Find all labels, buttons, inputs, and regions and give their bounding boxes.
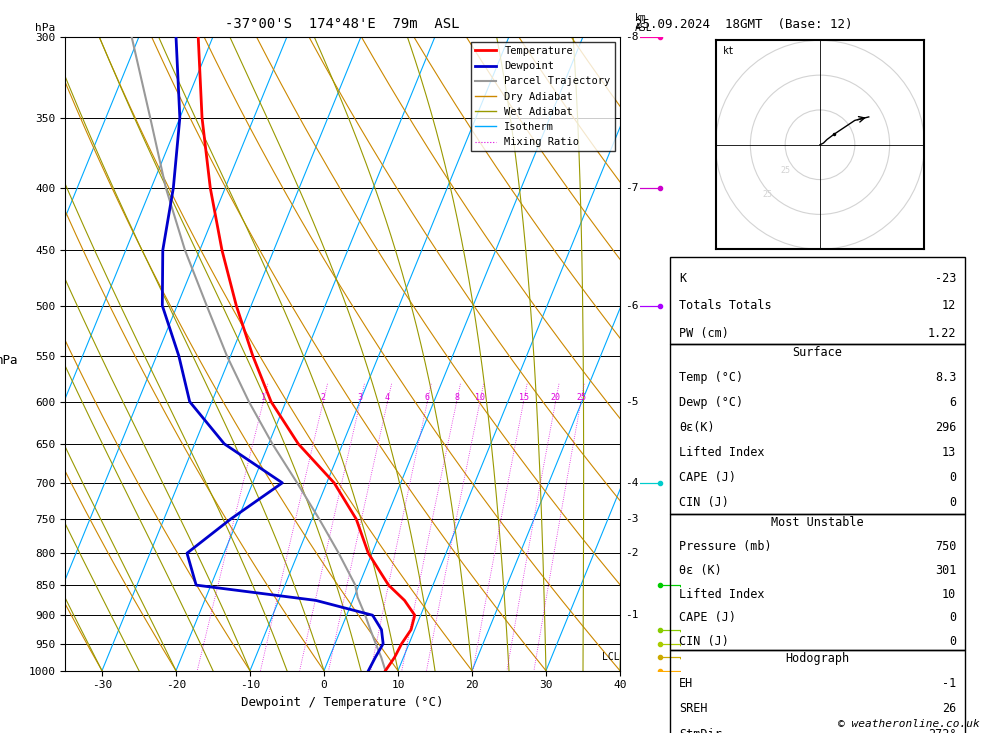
Text: km
ASL: km ASL [635, 13, 653, 33]
Text: -8: -8 [625, 32, 639, 42]
Bar [670, 514, 965, 650]
Legend: Temperature, Dewpoint, Parcel Trajectory, Dry Adiabat, Wet Adiabat, Isotherm, Mi: Temperature, Dewpoint, Parcel Trajectory… [471, 42, 615, 152]
Text: -1: -1 [625, 610, 639, 620]
Text: 25: 25 [576, 393, 586, 402]
Text: Pressure (mb): Pressure (mb) [679, 540, 771, 553]
Text: © weatheronline.co.uk: © weatheronline.co.uk [838, 719, 980, 729]
Text: 2: 2 [321, 393, 326, 402]
Bar [670, 650, 965, 733]
Text: θε (K): θε (K) [679, 564, 722, 577]
Text: -3: -3 [625, 514, 639, 524]
Text: 6: 6 [425, 393, 430, 402]
Text: Totals Totals: Totals Totals [679, 300, 771, 312]
Text: EH: EH [679, 677, 693, 690]
Text: -2: -2 [625, 548, 639, 559]
Text: hPa: hPa [35, 23, 55, 33]
Text: 25: 25 [763, 190, 773, 199]
Text: CIN (J): CIN (J) [679, 635, 729, 647]
Text: 6: 6 [949, 396, 956, 408]
Text: 1.22: 1.22 [928, 327, 956, 339]
X-axis label: Dewpoint / Temperature (°C): Dewpoint / Temperature (°C) [241, 696, 444, 709]
Text: CAPE (J): CAPE (J) [679, 611, 736, 624]
Text: 10: 10 [475, 393, 485, 402]
Text: 12: 12 [942, 300, 956, 312]
Text: 0: 0 [949, 471, 956, 484]
Text: 25: 25 [780, 166, 790, 174]
Text: 15: 15 [519, 393, 529, 402]
Text: 1: 1 [261, 393, 266, 402]
Text: -1: -1 [942, 677, 956, 690]
Text: -23: -23 [935, 272, 956, 285]
Text: θε(K): θε(K) [679, 421, 714, 433]
Y-axis label: hPa: hPa [0, 353, 19, 366]
Text: Most Unstable: Most Unstable [771, 516, 864, 529]
Text: Lifted Index: Lifted Index [679, 588, 764, 600]
Text: -6: -6 [625, 301, 639, 311]
Text: PW (cm): PW (cm) [679, 327, 729, 339]
Title: -37°00'S  174°48'E  79m  ASL: -37°00'S 174°48'E 79m ASL [225, 18, 460, 32]
Text: CIN (J): CIN (J) [679, 496, 729, 509]
Text: -5: -5 [625, 397, 639, 407]
Bar [670, 257, 965, 344]
Text: 0: 0 [949, 496, 956, 509]
Text: 26: 26 [942, 702, 956, 715]
Text: 296: 296 [935, 421, 956, 433]
Text: kt: kt [723, 46, 734, 56]
Text: 10: 10 [942, 588, 956, 600]
Text: 750: 750 [935, 540, 956, 553]
Text: Lifted Index: Lifted Index [679, 446, 764, 459]
Text: LCL: LCL [602, 652, 620, 663]
Text: SREH: SREH [679, 702, 707, 715]
Text: -4: -4 [625, 478, 639, 488]
Text: 0: 0 [949, 611, 956, 624]
Text: K: K [679, 272, 686, 285]
Text: Hodograph: Hodograph [785, 652, 850, 666]
Text: 4: 4 [385, 393, 390, 402]
Text: 272°: 272° [928, 728, 956, 733]
Text: 0: 0 [949, 635, 956, 647]
Text: 3: 3 [358, 393, 363, 402]
Text: -7: -7 [625, 183, 639, 194]
Text: 301: 301 [935, 564, 956, 577]
Text: 20: 20 [551, 393, 561, 402]
Text: Temp (°C): Temp (°C) [679, 371, 743, 383]
Text: 13: 13 [942, 446, 956, 459]
Text: Dewp (°C): Dewp (°C) [679, 396, 743, 408]
Text: 25.09.2024  18GMT  (Base: 12): 25.09.2024 18GMT (Base: 12) [635, 18, 852, 32]
Text: 8: 8 [454, 393, 459, 402]
Text: StmDir: StmDir [679, 728, 722, 733]
Text: CAPE (J): CAPE (J) [679, 471, 736, 484]
Bar [670, 344, 965, 514]
Text: 8.3: 8.3 [935, 371, 956, 383]
Text: Surface: Surface [793, 346, 842, 359]
